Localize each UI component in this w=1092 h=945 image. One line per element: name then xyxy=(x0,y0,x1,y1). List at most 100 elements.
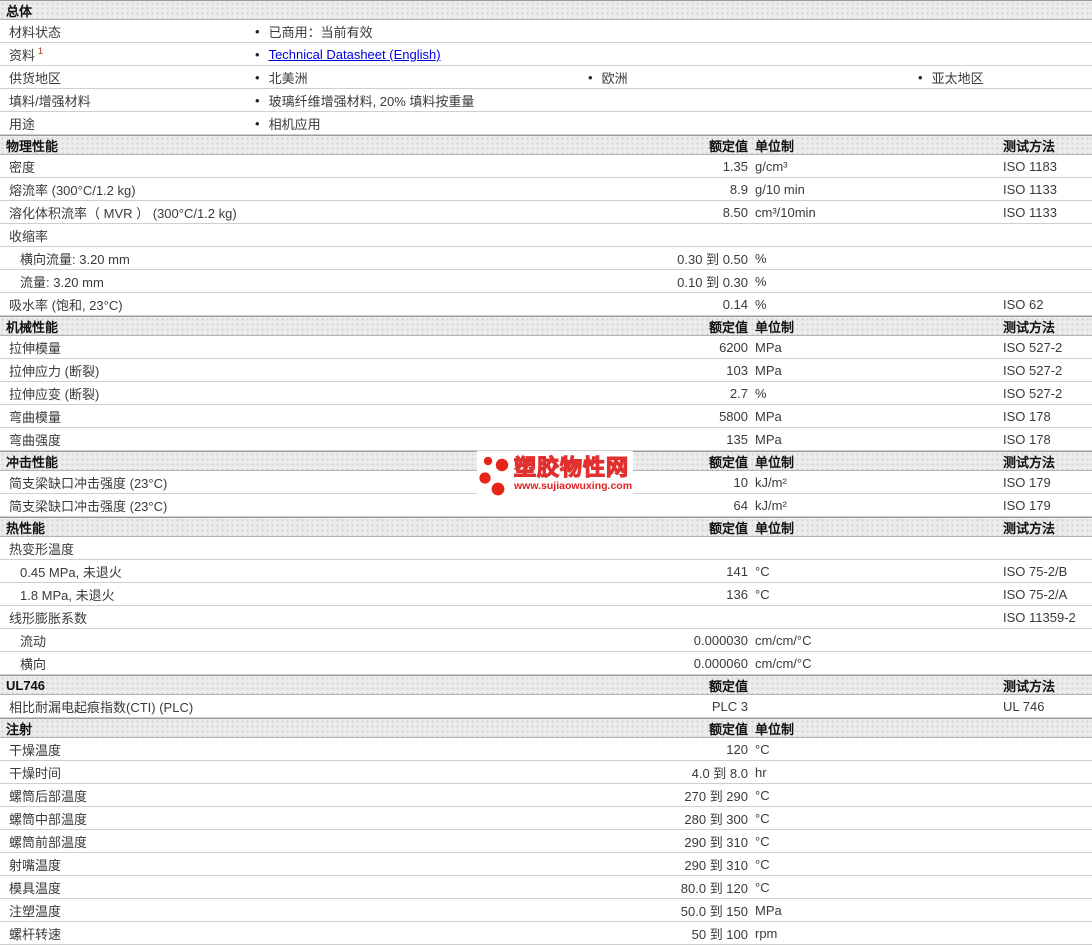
property-label: 吸水率 (饱和, 23°C) xyxy=(9,297,123,313)
property-unit: cm³/10min xyxy=(755,204,816,220)
property-value: 2.7 xyxy=(729,385,748,401)
bullet-icon: • xyxy=(255,116,260,131)
property-test-method: ISO 178 xyxy=(1003,408,1051,424)
property-row: 射嘴温度 290 到 310 °C xyxy=(0,853,1092,876)
section-title: 物理性能 xyxy=(6,138,59,154)
property-label: 拉伸应力 (断裂) xyxy=(9,363,100,379)
property-row: 干燥温度 120 °C xyxy=(0,738,1092,761)
bullet-text: 亚太地区 xyxy=(931,71,984,86)
column-header-value: 额定值 xyxy=(708,678,748,694)
property-test-method: ISO 1133 xyxy=(1003,204,1057,220)
property-row: 热变形温度 xyxy=(0,537,1092,560)
property-unit: % xyxy=(755,250,767,266)
property-label: 干燥温度 xyxy=(9,742,62,758)
property-label: 干燥时间 xyxy=(9,765,62,781)
logo-dots-icon xyxy=(479,456,509,496)
property-unit: kJ/m² xyxy=(755,474,787,490)
property-row: 横向流量: 3.20 mm 0.30 到 0.50 % xyxy=(0,247,1092,270)
property-row: 横向 0.000060 cm/cm/°C xyxy=(0,652,1092,675)
section-title: 注射 xyxy=(6,721,33,737)
property-row: 模具温度 80.0 到 120 °C xyxy=(0,876,1092,899)
property-test-method: ISO 527-2 xyxy=(1003,339,1063,355)
property-test-method: ISO 179 xyxy=(1003,474,1051,490)
property-row: 弯曲模量 5800 MPa ISO 178 xyxy=(0,405,1092,428)
bullet-item: • 欧洲 xyxy=(588,66,628,89)
property-unit: MPa xyxy=(755,362,782,378)
property-row: 螺筒后部温度 270 到 290 °C xyxy=(0,784,1092,807)
watermark-logo: 塑胶物性网 www.sujiaowuxing.com xyxy=(477,451,633,497)
section-injection: 注射 额定值 单位制 干燥温度 120 °C 干燥时间 4.0 到 8.0 hr… xyxy=(0,718,1092,945)
bullet-text: 相机应用 xyxy=(268,117,321,132)
property-label: 流动 xyxy=(20,633,47,649)
property-unit: g/10 min xyxy=(755,181,805,197)
property-unit: °C xyxy=(755,787,770,803)
property-row: 螺筒前部温度 290 到 310 °C xyxy=(0,830,1092,853)
property-value: 6200 xyxy=(719,339,748,355)
property-value: 0.30 到 0.50 xyxy=(677,251,748,267)
section-rows: 相比耐漏电起痕指数(CTI) (PLC) PLC 3 UL 746 xyxy=(0,695,1092,718)
property-unit: kJ/m² xyxy=(755,497,787,513)
general-row: 资料 1 • Technical Datasheet (English) xyxy=(0,43,1092,66)
property-value: 64 xyxy=(733,497,748,513)
bullet-text: 已商用：当前有效 xyxy=(268,25,373,40)
bullet-icon: • xyxy=(588,70,593,85)
property-row: 拉伸模量 6200 MPa ISO 527-2 xyxy=(0,336,1092,359)
property-test-method: ISO 527-2 xyxy=(1003,385,1063,401)
general-label: 材料状态 xyxy=(9,24,62,40)
property-label: 弯曲模量 xyxy=(9,409,62,425)
section-header: 总体 xyxy=(0,0,1092,20)
general-label: 填料/增强材料 xyxy=(9,93,91,109)
bullet-items: • 相机应用 xyxy=(0,112,1092,134)
general-row: 填料/增强材料 • 玻璃纤维增强材料, 20% 填料按重量 xyxy=(0,89,1092,112)
section-header: 注射 额定值 单位制 xyxy=(0,718,1092,738)
property-unit: rpm xyxy=(755,925,778,941)
technical-datasheet-link[interactable]: Technical Datasheet (English) xyxy=(268,47,441,62)
property-unit: °C xyxy=(755,810,770,826)
section-rows: 材料状态 • 已商用：当前有效 资料 1 • Technical Datasheet … xyxy=(0,20,1092,135)
bullet-items: • 北美洲 • 欧洲 • 亚太地区 xyxy=(0,66,1092,88)
property-unit: cm/cm/°C xyxy=(755,655,812,671)
property-value: 1.35 xyxy=(722,158,748,174)
property-label: 熔流率 (300°C/1.2 kg) xyxy=(9,182,136,198)
section-header: UL746 额定值 测试方法 xyxy=(0,675,1092,695)
property-row: 弯曲强度 135 MPa ISO 178 xyxy=(0,428,1092,451)
property-label: 流量: 3.20 mm xyxy=(20,274,104,290)
property-value: 80.0 到 120 xyxy=(680,880,748,896)
property-row: 简支梁缺口冲击强度 (23°C) 64 kJ/m² ISO 179 xyxy=(0,494,1092,517)
bullet-item: • Technical Datasheet (English) xyxy=(255,43,441,66)
watermark-site-name: 塑胶物性网 xyxy=(513,455,630,480)
column-header-unit: 单位制 xyxy=(755,138,795,154)
bullet-icon: • xyxy=(255,24,260,39)
section-rows: 热变形温度 0.45 MPa, 未退火 141 °C ISO 75-2/B 1.… xyxy=(0,537,1092,675)
section-header: 物理性能 额定值 单位制 测试方法 xyxy=(0,135,1092,155)
general-label: 用途 xyxy=(9,116,36,132)
general-label: 供货地区 xyxy=(9,70,62,86)
property-test-method: ISO 1183 xyxy=(1003,158,1057,174)
property-label: 线形膨胀系数 xyxy=(9,610,88,626)
property-value: 290 到 310 xyxy=(684,857,748,873)
property-row: 线形膨胀系数 ISO 11359-2 xyxy=(0,606,1092,629)
watermark-text: 塑胶物性网 www.sujiaowuxing.com xyxy=(513,455,632,492)
column-header-method: 测试方法 xyxy=(1003,138,1056,154)
property-label: 热变形温度 xyxy=(9,541,75,557)
property-row: 相比耐漏电起痕指数(CTI) (PLC) PLC 3 UL 746 xyxy=(0,695,1092,718)
bullet-items: • 玻璃纤维增强材料, 20% 填料按重量 xyxy=(0,89,1092,111)
property-value: 4.0 到 8.0 xyxy=(691,765,748,781)
section-ul746: UL746 额定值 测试方法 相比耐漏电起痕指数(CTI) (PLC) PLC … xyxy=(0,675,1092,718)
property-value: 8.9 xyxy=(729,181,748,197)
bullet-icon: • xyxy=(255,47,260,62)
bullet-items: • Technical Datasheet (English) xyxy=(0,43,1092,65)
property-value: 10 xyxy=(733,474,748,490)
property-value: 50.0 到 150 xyxy=(680,903,748,919)
footnote-ref: 1 xyxy=(38,46,44,57)
property-label: 简支梁缺口冲击强度 (23°C) xyxy=(9,498,168,514)
bullet-text: 玻璃纤维增强材料, 20% 填料按重量 xyxy=(268,94,475,109)
bullet-items: • 已商用：当前有效 xyxy=(0,20,1092,42)
property-unit: MPa xyxy=(755,431,782,447)
bullet-item: • 玻璃纤维增强材料, 20% 填料按重量 xyxy=(255,89,474,112)
column-header-method: 测试方法 xyxy=(1003,520,1056,536)
column-header-unit: 单位制 xyxy=(755,319,795,335)
property-unit: % xyxy=(755,385,767,401)
property-value: 280 到 300 xyxy=(684,811,748,827)
column-header-unit: 单位制 xyxy=(755,721,795,737)
